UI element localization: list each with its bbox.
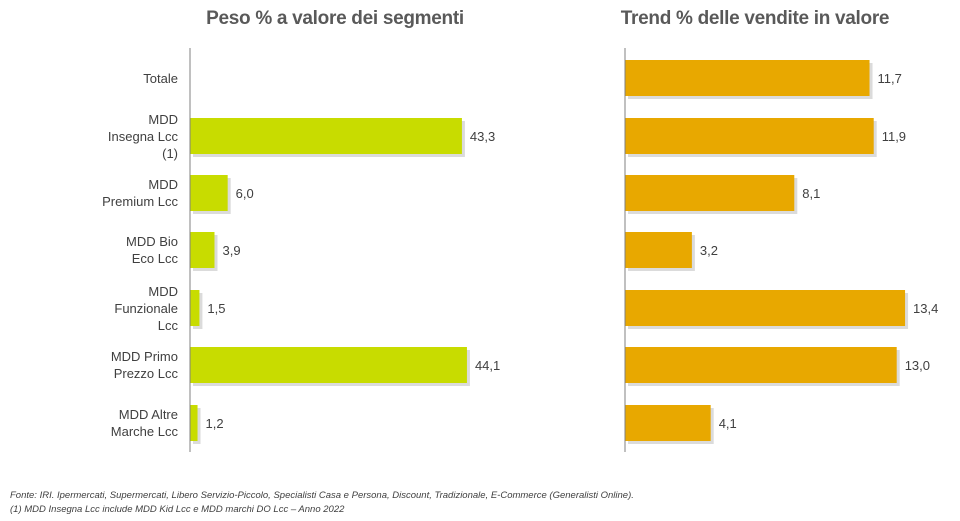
data-label: 3,9 — [222, 243, 240, 258]
data-label: 13,0 — [905, 358, 930, 373]
bar — [190, 232, 215, 268]
data-label: 1,2 — [206, 416, 224, 431]
chart-title-peso: Peso % a valore dei segmenti — [206, 8, 464, 29]
bar — [625, 405, 711, 441]
category-label: MDD Insegna Lcc (1) — [107, 111, 178, 161]
data-label: 11,7 — [878, 71, 902, 86]
data-label: 1,5 — [207, 301, 225, 316]
bar — [625, 347, 897, 383]
bar — [190, 118, 462, 154]
data-label: 4,1 — [719, 416, 737, 431]
bar — [190, 405, 198, 441]
category-label: MDD Premium Lcc — [102, 177, 178, 209]
category-label: Totale — [143, 70, 178, 86]
bar — [625, 290, 906, 326]
data-label: 6,0 — [236, 186, 254, 201]
data-label: 8,1 — [802, 186, 820, 201]
data-label: 13,4 — [913, 301, 938, 316]
data-label: 11,9 — [882, 129, 906, 144]
category-label: MDD Altre Marche Lcc — [110, 407, 178, 439]
bar — [625, 232, 692, 268]
bar — [625, 118, 874, 154]
bar — [625, 175, 795, 211]
bar — [190, 347, 467, 383]
bar — [625, 60, 870, 96]
data-label: 3,2 — [700, 243, 718, 258]
data-label: 43,3 — [470, 129, 495, 144]
category-label: MDD Primo Prezzo Lcc — [110, 349, 178, 381]
bar — [190, 175, 228, 211]
footnote: (1) MDD Insegna Lcc include MDD Kid Lcc … — [10, 504, 345, 515]
category-label: MDD Bio Eco Lcc — [125, 234, 178, 266]
data-label: 44,1 — [475, 358, 500, 373]
category-label: MDD Funzionale Lcc — [114, 283, 178, 333]
source-note: Fonte: IRI. Ipermercati, Supermercati, L… — [10, 490, 634, 501]
bar — [190, 290, 200, 326]
bar-charts: 43,3 6,0 3,9 1,5 44,1 1,2 11,7 11,9 8,1 3,2 13,4 13… — [189, 48, 938, 452]
chart-title-trend: Trend % delle vendite in valore — [620, 8, 890, 29]
